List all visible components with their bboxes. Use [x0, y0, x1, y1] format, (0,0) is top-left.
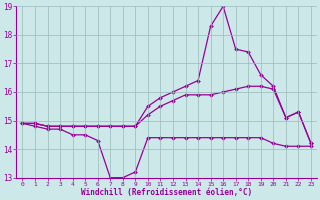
X-axis label: Windchill (Refroidissement éolien,°C): Windchill (Refroidissement éolien,°C) [81, 188, 252, 197]
